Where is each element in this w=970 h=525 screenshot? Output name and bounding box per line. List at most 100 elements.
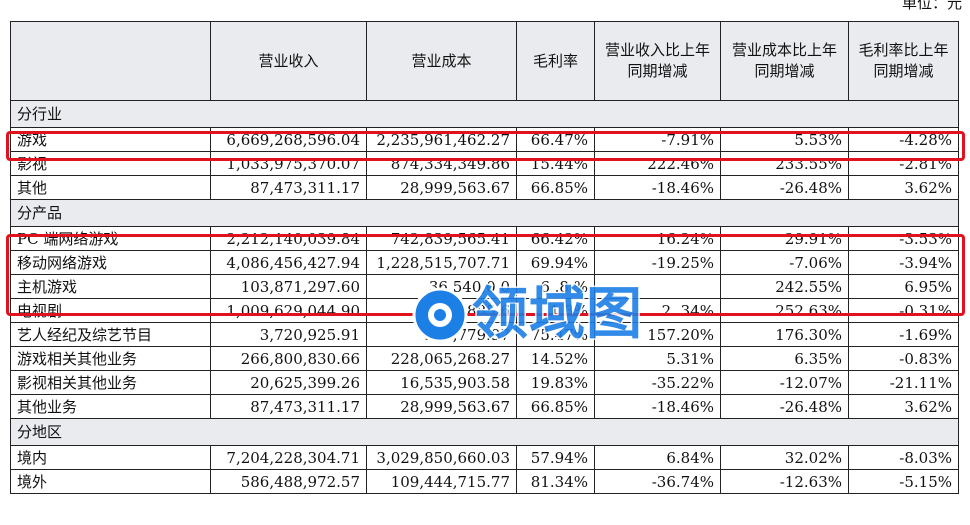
cell-margin-yoy: -4.28%: [848, 127, 959, 152]
row-label: 境外: [10, 469, 211, 494]
cell-cost-yoy: -26.48%: [720, 394, 849, 419]
cell-revenue: 4,086,456,427.94: [210, 250, 367, 275]
header-gross-margin: 毛利率: [516, 21, 595, 101]
table-row: 境内 7,204,228,304.71 3,029,850,660.03 57.94%…: [10, 445, 959, 470]
cell-revenue-yoy: 16.24%: [594, 226, 721, 251]
cell-cost-yoy: 29.91%: [720, 226, 849, 251]
cell-margin-yoy: -2.81%: [848, 151, 959, 176]
row-label: 主机游戏: [10, 274, 211, 299]
cell-cost-yoy: 233.55%: [720, 151, 849, 176]
cell-revenue-yoy: 5.31%: [594, 346, 721, 371]
cell-cost-yoy: 242.55%: [720, 274, 849, 299]
header-cost-yoy: 营业成本比上年同期增减: [720, 21, 849, 101]
row-label: 境内: [10, 445, 211, 470]
cell-cost-yoy: 252.63%: [720, 298, 849, 323]
table-row: 艺人经纪及综艺节目 3,720,925.91 912,779.97 75.47% 157…: [10, 322, 959, 347]
cell-revenue: 2,212,140,039.84: [210, 226, 367, 251]
cell-margin-yoy: -1.69%: [848, 322, 959, 347]
financial-breakdown-table: 营业收入 营业成本 毛利率 营业收入比上年同期增减 营业成本比上年同期增减 毛利…: [10, 21, 959, 494]
cell-revenue: 7,204,228,304.71: [210, 445, 367, 470]
cell-revenue: 3,720,925.91: [210, 322, 367, 347]
section-row: 分行业: [10, 100, 959, 128]
cell-cost-yoy: 32.02%: [720, 445, 849, 470]
cell-margin-yoy: -21.11%: [848, 370, 959, 395]
cell-revenue-yoy: -7.91%: [594, 127, 721, 152]
cell-revenue-yoy: -18.46%: [594, 175, 721, 200]
cell-revenue-yoy: [594, 274, 721, 299]
cell-cost-yoy: -26.48%: [720, 175, 849, 200]
table-row: 其他业务 87,473,311.17 28,999,563.67 66.85% -18.…: [10, 394, 959, 419]
cell-cost-yoy: 176.30%: [720, 322, 849, 347]
cell-cost: 36,540,0 0: [366, 274, 517, 299]
header-row: 营业收入 营业成本 毛利率 营业收入比上年同期增减 营业成本比上年同期增减 毛利…: [10, 21, 959, 101]
table-row: 游戏相关其他业务 266,800,830.66 228,065,268.27 14.5…: [10, 346, 959, 371]
cell-revenue: 20,625,399.26: [210, 370, 367, 395]
cell-cost: 16,535,903.58: [366, 370, 517, 395]
row-label: 其他业务: [10, 394, 211, 419]
section-row: 分产品: [10, 199, 959, 227]
cell-gross-margin: 57.94%: [516, 445, 595, 470]
cell-revenue-yoy: 6.84%: [594, 445, 721, 470]
table-row: 移动网络游戏 4,086,456,427.94 1,228,515,707.71 69…: [10, 250, 959, 275]
cell-revenue: 87,473,311.17: [210, 175, 367, 200]
row-label: 艺人经纪及综艺节目: [10, 322, 211, 347]
cell-margin-yoy: -0.83%: [848, 346, 959, 371]
header-blank: [10, 21, 211, 101]
cell-margin-yoy: 3.62%: [848, 394, 959, 419]
row-label: 其他: [10, 175, 211, 200]
cell-cost: 742,839,565.41: [366, 226, 517, 251]
cell-revenue-yoy: -19.25%: [594, 250, 721, 275]
cell-revenue-yoy: 222.46%: [594, 151, 721, 176]
row-label: 移动网络游戏: [10, 250, 211, 275]
cell-margin-yoy: -3.94%: [848, 250, 959, 275]
header-revenue: 营业收入: [210, 21, 367, 101]
cell-cost-yoy: 5.53%: [720, 127, 849, 152]
cell-cost-yoy: -7.06%: [720, 250, 849, 275]
cell-revenue-yoy: 2 .34%: [594, 298, 721, 323]
cell-gross-margin: 6 .8 %: [516, 274, 595, 299]
cell-revenue: 1,009,629,044.90: [210, 298, 367, 323]
cell-revenue: 586,488,972.57: [210, 469, 367, 494]
cell-margin-yoy: -8.03%: [848, 445, 959, 470]
cell-gross-margin: 19.83%: [516, 370, 595, 395]
section-title: 分产品: [10, 199, 959, 227]
cell-margin-yoy: -5.15%: [848, 469, 959, 494]
row-label: 游戏相关其他业务: [10, 346, 211, 371]
row-label: 游戏: [10, 127, 211, 152]
cell-cost: 109,444,715.77: [366, 469, 517, 494]
cell-gross-margin: 75.47%: [516, 322, 595, 347]
cell-cost: 228,065,268.27: [366, 346, 517, 371]
cell-margin-yoy: -0.31%: [848, 298, 959, 323]
section-title: 分行业: [10, 100, 959, 128]
cell-gross-margin: 69.94%: [516, 250, 595, 275]
cell-gross-margin: 66.47%: [516, 127, 595, 152]
unit-label: 单位：元: [901, 0, 962, 12]
cell-cost-yoy: -12.63%: [720, 469, 849, 494]
header-margin-yoy: 毛利率比上年同期增减: [848, 21, 959, 101]
cell-cost-yoy: -12.07%: [720, 370, 849, 395]
cell-gross-margin: 66.85%: [516, 394, 595, 419]
row-label: 电视剧: [10, 298, 211, 323]
table-row: 其他 87,473,311.17 28,999,563.67 66.85% -18.46…: [10, 175, 959, 200]
table-row: 影视相关其他业务 20,625,399.26 16,535,903.58 19.83%…: [10, 370, 959, 395]
cell-cost: 912,779.97: [366, 322, 517, 347]
cell-cost: 1,228,515,707.71: [366, 250, 517, 275]
cell-gross-margin: 1 3%: [516, 298, 595, 323]
cell-margin-yoy: 3.62%: [848, 175, 959, 200]
cell-revenue-yoy: -36.74%: [594, 469, 721, 494]
cell-cost: 28,999,563.67: [366, 394, 517, 419]
row-label: 影视: [10, 151, 211, 176]
header-revenue-yoy: 营业收入比上年同期增减: [594, 21, 721, 101]
cell-revenue-yoy: -35.22%: [594, 370, 721, 395]
section-row: 分地区: [10, 418, 959, 446]
section-title: 分地区: [10, 418, 959, 446]
table-row: 影视 1,033,975,370.07 874,334,349.86 15.44% 22…: [10, 151, 959, 176]
cell-gross-margin: 15.44%: [516, 151, 595, 176]
cell-gross-margin: 66.42%: [516, 226, 595, 251]
cell-gross-margin: 14.52%: [516, 346, 595, 371]
cell-cost: 874,334,349.86: [366, 151, 517, 176]
cell-revenue: 1,033,975,370.07: [210, 151, 367, 176]
row-label: 影视相关其他业务: [10, 370, 211, 395]
cell-revenue-yoy: -18.46%: [594, 394, 721, 419]
